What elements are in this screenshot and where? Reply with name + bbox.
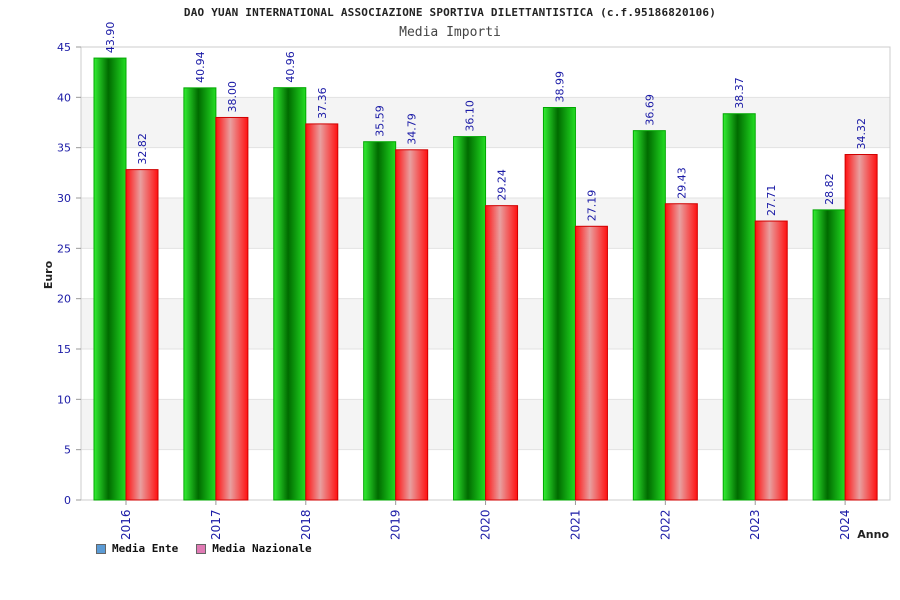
y-tick-label: 35: [57, 142, 71, 155]
bar-value-label: 43.90: [104, 22, 117, 54]
bar-nazionale-2019: [395, 149, 429, 501]
y-tick-label: 15: [57, 343, 71, 356]
bar-value-label: 27.19: [585, 190, 598, 222]
y-tick-label: 45: [57, 41, 71, 54]
chart-subtitle: Media Importi: [399, 25, 501, 40]
bar-value-label: 27.71: [765, 185, 778, 217]
legend-label-nazionale: Media Nazionale: [212, 542, 312, 555]
bar-nazionale-2021: [574, 225, 608, 501]
bar-ente-2023: [722, 113, 756, 501]
bar-nazionale-2024: [844, 154, 878, 501]
x-tick-label: 2017: [209, 509, 223, 540]
bar-nazionale-2020: [485, 205, 519, 501]
y-tick-label: 5: [64, 444, 71, 457]
bar-value-label: 32.82: [136, 133, 149, 165]
y-tick-label: 10: [57, 393, 71, 406]
bar-ente-2018: [273, 87, 307, 501]
bar-ente-2019: [363, 141, 397, 501]
x-tick-label: 2021: [568, 509, 582, 540]
bar-ente-2024: [812, 209, 846, 501]
legend-item-ente: Media Ente: [96, 542, 178, 555]
y-axis-label: Euro: [42, 260, 55, 289]
x-tick-label: 2020: [479, 509, 493, 540]
bars: [93, 57, 878, 501]
bar-value-label: 40.94: [194, 51, 207, 83]
y-tick-label: 25: [57, 242, 71, 255]
bar-value-label: 38.99: [553, 71, 566, 103]
x-tick-label: 2024: [838, 509, 852, 540]
x-tick-label: 2016: [119, 509, 133, 540]
legend-swatch-ente: [96, 543, 106, 554]
bar-ente-2020: [453, 136, 487, 501]
bar-ente-2022: [632, 130, 666, 501]
legend: Media Ente Media Nazionale: [96, 542, 312, 555]
x-tick-label: 2018: [299, 509, 313, 540]
y-tick-label: 30: [57, 192, 71, 205]
bar-labels: 43.90 32.82 40.94 38.00 40.96 37.36 35.59 34.79…: [104, 22, 868, 222]
x-tick-label: 2023: [748, 509, 762, 540]
y-tick-label: 20: [57, 293, 71, 306]
bar-value-label: 34.79: [406, 113, 419, 145]
bar-value-label: 28.82: [823, 173, 836, 205]
legend-label-ente: Media Ente: [112, 542, 179, 555]
bar-value-label: 29.43: [675, 167, 688, 199]
bar-value-label: 29.24: [496, 169, 509, 201]
bar-ente-2017: [183, 87, 217, 501]
bar-ente-2016: [93, 57, 127, 501]
x-tick-label: 2022: [658, 509, 672, 540]
bar-value-label: 37.36: [316, 87, 329, 119]
bar-nazionale-2022: [664, 203, 698, 501]
x-axis-ticks: 2016 2017 2018 2019 2020 2021 2022 2023 2024: [119, 500, 852, 540]
bar-nazionale-2017: [215, 116, 249, 501]
bar-value-label: 36.10: [464, 100, 477, 132]
y-tick-label: 40: [57, 91, 71, 104]
bar-value-label: 36.69: [643, 94, 656, 126]
legend-swatch-nazionale: [196, 543, 207, 554]
x-axis-label: Anno: [857, 528, 889, 541]
bar-nazionale-2023: [754, 220, 788, 501]
bar-value-label: 38.00: [226, 81, 239, 113]
bar-value-label: 35.59: [374, 105, 387, 137]
bar-nazionale-2016: [125, 169, 159, 501]
bar-value-label: 40.96: [284, 51, 297, 83]
y-tick-label: 0: [64, 494, 71, 507]
legend-item-nazionale: Media Nazionale: [196, 542, 312, 555]
chart-title: DAO YUAN INTERNATIONAL ASSOCIAZIONE SPOR…: [183, 6, 717, 19]
bar-ente-2021: [542, 107, 576, 501]
x-tick-label: 2019: [389, 509, 403, 540]
y-axis-ticks: 0 5 10 15 20 25 30 35 40 45: [57, 41, 81, 507]
bar-value-label: 34.32: [855, 118, 868, 150]
bar-value-label: 38.37: [733, 77, 746, 109]
bar-nazionale-2018: [305, 123, 339, 501]
